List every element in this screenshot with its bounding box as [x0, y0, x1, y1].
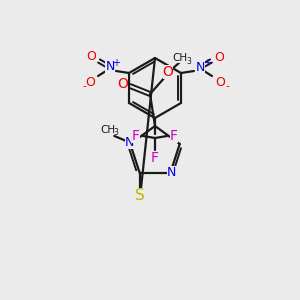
Text: O: O: [118, 77, 128, 91]
Text: +: +: [203, 58, 211, 68]
Text: 3: 3: [114, 128, 119, 137]
Text: 3: 3: [187, 56, 191, 65]
Text: O: O: [85, 76, 95, 88]
Text: O: O: [163, 65, 173, 79]
Text: F: F: [151, 151, 159, 165]
Text: CH: CH: [172, 53, 188, 63]
Text: CH: CH: [101, 125, 116, 135]
Text: F: F: [132, 129, 140, 143]
Text: O: O: [86, 50, 96, 64]
Text: -: -: [225, 81, 229, 91]
Text: O: O: [215, 76, 225, 88]
Text: +: +: [112, 58, 120, 68]
Text: N: N: [167, 166, 176, 178]
Text: N: N: [105, 61, 115, 74]
Text: N: N: [124, 136, 134, 149]
Text: -: -: [82, 81, 86, 91]
Text: N: N: [195, 61, 205, 74]
Text: S: S: [135, 188, 145, 202]
Text: O: O: [214, 50, 224, 64]
Text: F: F: [170, 129, 178, 143]
